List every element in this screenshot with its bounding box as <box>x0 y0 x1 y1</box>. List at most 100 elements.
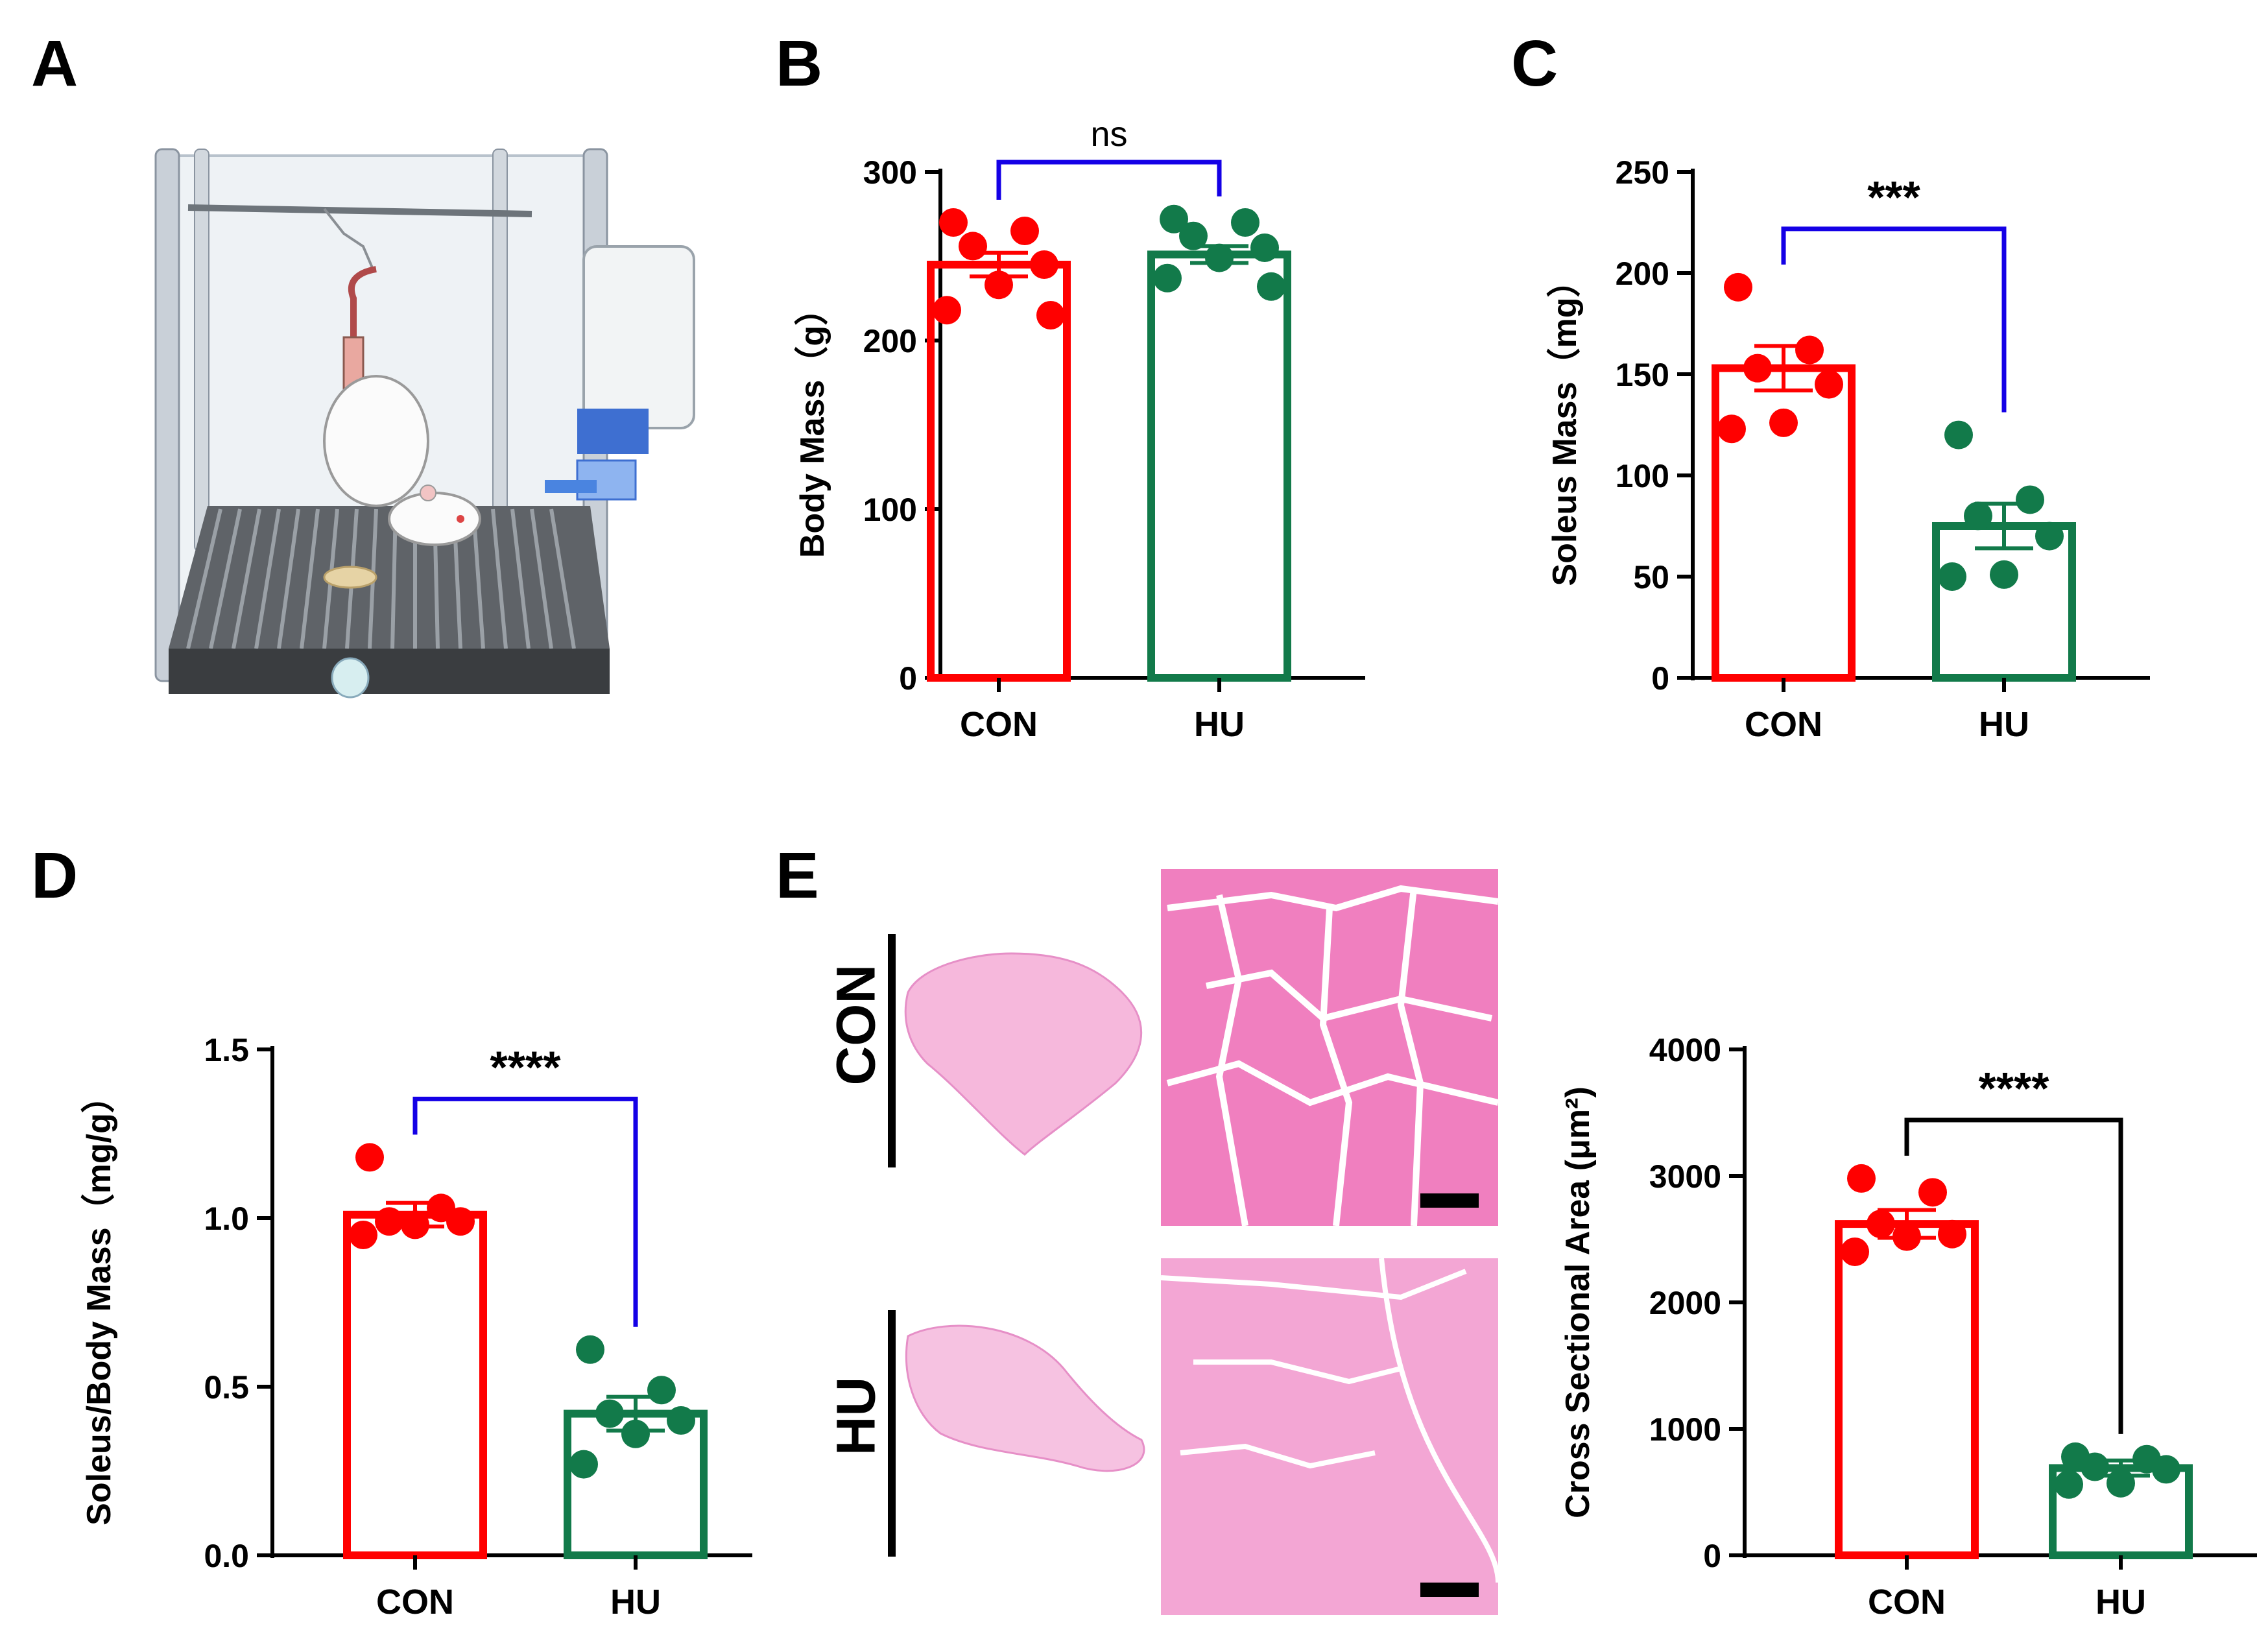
chart-c-data-point-con <box>1724 272 1752 302</box>
panel-label-a: A <box>31 27 78 100</box>
chart-c-data-point-con <box>1769 408 1798 437</box>
chart-d-significance-bracket <box>412 1096 638 1327</box>
suspension-bar-icon <box>187 204 532 217</box>
chart-c-data-point-con <box>1815 370 1843 399</box>
chart-c-data-point-hu <box>2016 485 2044 514</box>
chart-c-data-point-hu <box>1938 562 1966 591</box>
chart-c-data-point-con <box>1795 335 1824 365</box>
chart-d-y-axis-label: Soleus/Body Mass（mg/g） <box>80 1079 118 1525</box>
he-stain-micrograph-icon <box>1161 869 1499 1226</box>
panel-label-b: B <box>776 27 823 100</box>
chart-d-significance-label: **** <box>490 1042 562 1092</box>
chart-d-y-tick-label: 1.0 <box>204 1201 249 1237</box>
water-bottle-icon <box>545 245 695 501</box>
rat-icon <box>323 336 481 589</box>
chart-e-y-axis-label: Cross Sectional Area (μm²) <box>1559 1086 1597 1518</box>
chart-d-data-point-hu <box>569 1450 598 1479</box>
chart-e-data-point-hu <box>2107 1468 2135 1498</box>
chart-b-x-tick-label: CON <box>960 705 1038 744</box>
chart-b-data-point-hu <box>1179 221 1208 250</box>
chart-c-y-tick-label: 150 <box>1616 357 1669 393</box>
chart-e-data-point-con <box>1892 1222 1921 1251</box>
panel-label-e: E <box>776 839 819 912</box>
chart-b-significance-bracket <box>996 160 1222 200</box>
chart-e-data-point-con <box>1847 1164 1876 1193</box>
chart-c-y-tick-label: 0 <box>1651 660 1669 697</box>
chart-e-y-tick-label: 1000 <box>1649 1411 1721 1448</box>
chart-e-data-point-con <box>1918 1178 1947 1207</box>
chart-e-data-point-con <box>1938 1219 1966 1249</box>
chart-b-significance-label: ns <box>1090 115 1127 154</box>
chart-d-data-point-hu <box>667 1406 695 1435</box>
chart-d-y-tick-label: 0.5 <box>204 1369 249 1406</box>
chart-b: 0 100 200 300 Body Mass（g） CON HU ns <box>778 97 1453 778</box>
chart-d-data-point-con <box>446 1207 475 1236</box>
chart-b-data-point-hu <box>1250 233 1279 262</box>
chart-c-data-point-hu <box>2035 521 2064 551</box>
chart-d-y-tick-label: 0.0 <box>204 1538 249 1574</box>
histology-section: CON HU <box>817 869 1518 1621</box>
chart-d-data-point-hu <box>647 1376 676 1405</box>
chart-c-significance-bracket <box>1781 226 2007 413</box>
chart-c-data-point-hu <box>1944 420 1973 449</box>
he-stain-micrograph-icon-hu <box>1160 1258 1501 1615</box>
chart-b-data-point-hu <box>1257 272 1285 301</box>
chart-d-data-point-con <box>355 1143 384 1172</box>
chart-c: 0 50 100 150 200 250 Soleus Mass（mg） CON HU *** <box>1531 97 2231 778</box>
tail-harness-icon <box>323 208 377 344</box>
chart-b-data-point-hu <box>1153 263 1182 293</box>
cage-icon <box>154 148 610 699</box>
chart-b-data-point-con <box>933 296 961 325</box>
chart-e-data-point-hu <box>2152 1455 2180 1484</box>
soleus-cross-section-icon <box>904 952 1143 1156</box>
chart-c-y-tick-label: 50 <box>1633 559 1669 595</box>
chart-e-data-point-hu <box>2081 1452 2109 1481</box>
chart-c-y-tick-label: 100 <box>1616 458 1669 494</box>
chart-d-data-point-con <box>349 1221 377 1249</box>
chart-d-data-point-con <box>401 1210 429 1239</box>
chart-b-y-tick-label: 0 <box>899 660 917 697</box>
chart-c-data-point-hu <box>1964 501 1992 531</box>
chart-e-bar-con <box>1835 1220 1979 1559</box>
panel-label-d: D <box>31 839 78 912</box>
chart-d-data-point-con <box>375 1207 403 1236</box>
chart-c-data-point-con <box>1717 414 1746 444</box>
chart-b-data-point-hu <box>1231 208 1259 237</box>
chart-c-data-point-hu <box>1990 560 2018 589</box>
chart-b-data-point-con <box>939 208 968 237</box>
chart-b-x-tick-label: HU <box>1194 705 1245 744</box>
chart-e-x-tick-label: CON <box>1868 1583 1946 1621</box>
chart-e-y-tick-label: 0 <box>1703 1538 1721 1574</box>
panel-a-illustration <box>154 148 695 699</box>
chart-d-data-point-hu <box>621 1419 650 1448</box>
chart-e-data-point-con <box>1867 1210 1895 1239</box>
chart-b-data-point-con <box>1030 250 1058 279</box>
chart-d-data-point-hu <box>595 1399 624 1428</box>
chart-d-x-tick-label: HU <box>610 1583 661 1621</box>
chart-c-y-axis-label: Soleus Mass（mg） <box>1546 263 1584 586</box>
chart-c-y-tick-label: 200 <box>1616 256 1669 292</box>
chart-b-bar-hu <box>1147 250 1291 682</box>
chart-d-data-point-hu <box>576 1335 604 1364</box>
chart-e-y-tick-label: 2000 <box>1649 1285 1721 1321</box>
chart-b-data-point-con <box>959 232 987 261</box>
chart-e: 0 1000 2000 3000 4000 Cross Sectional Area (μ… <box>1544 973 2267 1634</box>
panel-label-c: C <box>1511 27 1558 100</box>
chart-b-y-axis-label: Body Mass（g） <box>794 292 831 558</box>
chart-e-data-point-hu <box>2055 1470 2083 1499</box>
chart-b-y-tick-label: 100 <box>863 492 917 528</box>
chart-d: 0.0 0.5 1.0 1.5 Soleus/Body Mass（mg/g） CON HU *… <box>65 973 782 1634</box>
soleus-cross-section-icon-hu <box>905 1324 1145 1472</box>
chart-e-x-tick-label: HU <box>2095 1583 2146 1621</box>
chart-b-y-tick-label: 300 <box>863 154 917 191</box>
chart-b-data-point-con <box>1036 301 1065 329</box>
chart-e-significance-label: **** <box>1979 1063 2050 1114</box>
chart-b-data-point-con <box>985 270 1013 300</box>
chart-b-y-tick-label: 200 <box>863 323 917 359</box>
chart-e-y-tick-label: 3000 <box>1649 1158 1721 1195</box>
chart-c-x-tick-label: HU <box>1979 705 2029 744</box>
chart-b-data-point-hu <box>1205 243 1234 272</box>
chart-c-y-tick-label: 250 <box>1616 154 1669 191</box>
chart-d-x-tick-label: CON <box>376 1583 454 1621</box>
chart-c-data-point-con <box>1743 353 1772 383</box>
